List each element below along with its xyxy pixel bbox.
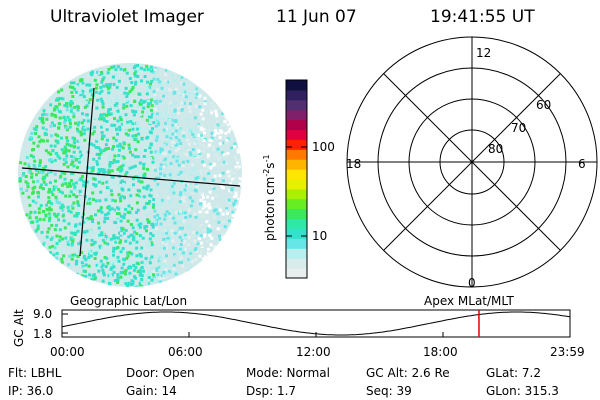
door-info: Door: Open [126, 366, 195, 380]
gc-alt-info: GC Alt: 2.6 Re [366, 366, 450, 380]
mode-info: Mode: Normal [246, 366, 330, 380]
time-tick-1: 06:00 [168, 345, 203, 359]
dsp-info: Dsp: 1.7 [246, 384, 297, 398]
colorbar-segment [286, 169, 307, 180]
colorbar [285, 79, 308, 279]
colorbar-segment [286, 109, 307, 121]
mlt-label-6: 6 [578, 157, 586, 171]
glat-info: GLat: 7.2 [486, 366, 541, 380]
mlat-label-60: 60 [536, 98, 552, 112]
ip-info: IP: 36.0 [8, 384, 54, 398]
colorbar-segment [286, 218, 307, 229]
colorbar-segment [286, 139, 307, 150]
colorbar-segment [286, 119, 307, 130]
mlat-label-70: 70 [511, 121, 527, 135]
colorbar-segment [286, 228, 307, 239]
date-label: 11 Jun 07 [276, 7, 357, 27]
polar-grid [346, 36, 598, 288]
colorbar-tick-10: 10 [312, 229, 328, 243]
mlt-label-18: 18 [346, 157, 362, 171]
gc-alt-max: 9.0 [33, 307, 53, 321]
colorbar-segment [286, 80, 307, 91]
colorbar-segment [286, 258, 307, 269]
colorbar-segment [286, 179, 307, 190]
colorbar-segment [286, 99, 307, 111]
apex-label: Apex MLat/MLT [424, 294, 514, 308]
time-tick-2: 12:00 [296, 345, 331, 359]
colorbar-segment [286, 238, 307, 249]
colorbar-unit: photon cm-2s-1 [262, 154, 277, 241]
mlt-label-12: 12 [476, 46, 492, 60]
time-tick-4: 23:59 [550, 345, 585, 359]
colorbar-segment [286, 149, 307, 160]
colorbar-segment [286, 159, 307, 170]
glon-info: GLon: 315.3 [486, 384, 559, 398]
colorbar-segment [286, 268, 307, 279]
instrument-title: Ultraviolet Imager [50, 7, 204, 27]
filter-info: Flt: LBHL [8, 366, 62, 380]
colorbar-segment [286, 188, 307, 200]
gc-alt-axis-title: GC Alt [12, 309, 26, 347]
colorbar-segment [286, 198, 307, 210]
gc-alt-min: 1.8 [33, 327, 53, 341]
timeline-plot [61, 309, 571, 338]
time-label: 19:41:55 UT [430, 7, 535, 27]
mlat-label-80: 80 [488, 142, 504, 156]
uv-image-disk [18, 63, 242, 287]
gain-info: Gain: 14 [126, 384, 177, 398]
colorbar-segment [286, 89, 307, 101]
geographic-label: Geographic Lat/Lon [70, 294, 188, 308]
time-tick-0: 00:00 [50, 345, 85, 359]
time-tick-3: 18:00 [423, 345, 458, 359]
colorbar-segment [286, 248, 307, 259]
seq-info: Seq: 39 [366, 384, 412, 398]
colorbar-segment [286, 208, 307, 220]
lat-line [21, 167, 241, 187]
mlt-label-0: 0 [468, 276, 476, 290]
lon-line [79, 87, 95, 257]
colorbar-segment [286, 129, 307, 140]
colorbar-tick-100: 100 [312, 140, 335, 154]
